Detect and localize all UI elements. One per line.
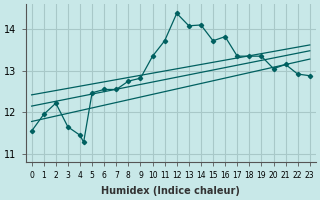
- X-axis label: Humidex (Indice chaleur): Humidex (Indice chaleur): [101, 186, 240, 196]
